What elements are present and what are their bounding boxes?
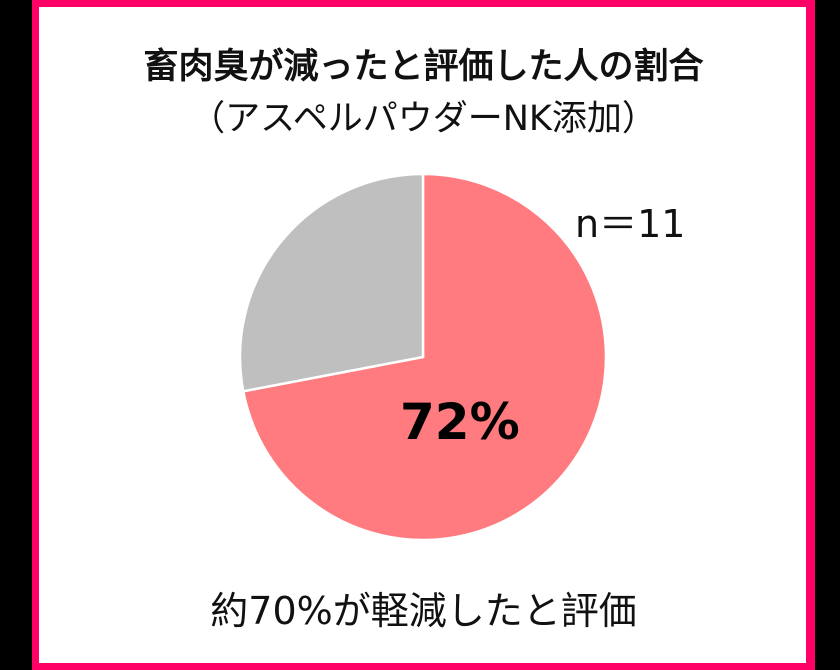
sample-size-label: n＝11 [575, 202, 686, 246]
pie-slices [238, 172, 608, 542]
summary-caption: 約70%が軽減したと評価 [210, 589, 637, 633]
chart-subtitle: （アスペルパウダーNK添加） [190, 99, 657, 139]
percent-data-label: 72% [400, 393, 520, 451]
pie-slice-reduced [241, 172, 608, 542]
chart-title: 畜肉臭が減ったと評価した人の割合 [143, 47, 704, 87]
pie-slice-other [238, 172, 425, 393]
